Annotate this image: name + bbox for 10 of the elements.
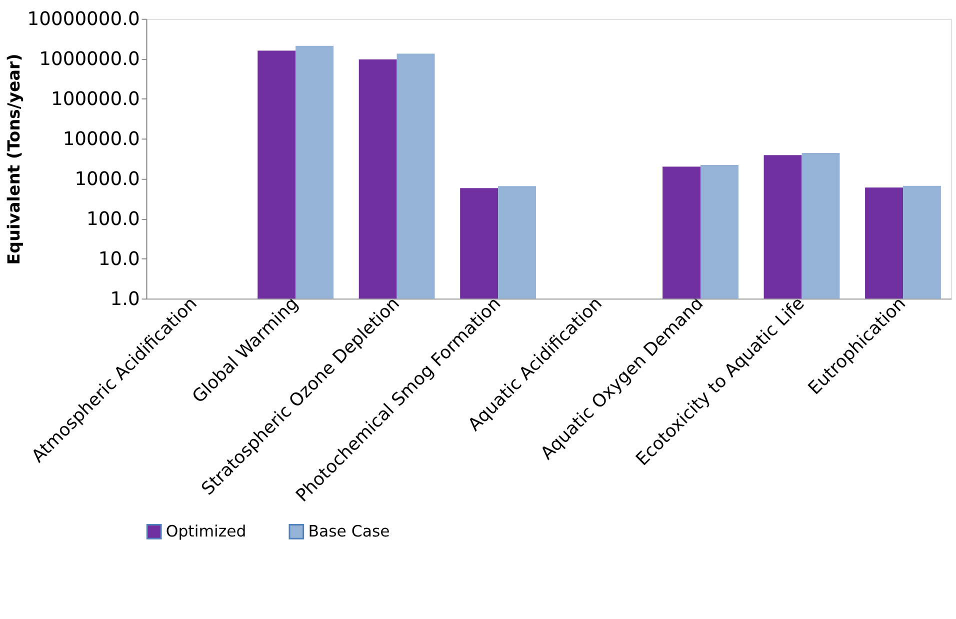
y-tick-label: 100000.0 [50,89,140,110]
y-tick-label: 100.0 [86,209,140,230]
y-tick-label: 10000000.0 [27,9,140,30]
y-tick-label: 10000.0 [62,129,140,150]
legend-label: Base Case [308,522,390,541]
y-tick-label: 10.0 [98,248,140,270]
legend-label: Optimized [166,522,246,541]
y-tick-label: 1000000.0 [39,49,140,70]
y-axis-title: Equivalent (Tons/year) [4,54,24,265]
y-tick-label: 1000.0 [74,169,140,190]
